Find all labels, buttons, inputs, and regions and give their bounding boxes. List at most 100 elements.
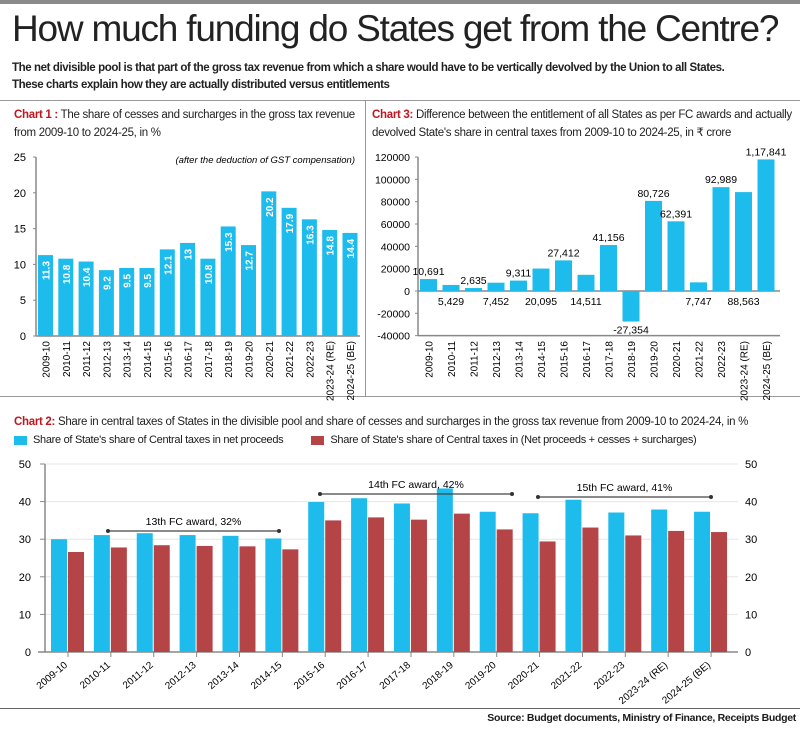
chart2-bar-net-proceeds (651, 509, 668, 652)
chart2-award-bracket-start (536, 495, 540, 499)
chart3-bar (532, 268, 550, 291)
chart2-bar-with-cesses (453, 513, 470, 652)
chart2-bar-with-cesses (410, 519, 427, 652)
chart1-x-tick-label: 2021-22 (285, 341, 296, 378)
chart2-bar-net-proceeds (436, 488, 453, 652)
legend-label-net-proceeds: Share of State's share of Central taxes … (33, 434, 284, 446)
chart3-bar (420, 279, 437, 291)
chart2-bar-with-cesses (282, 549, 299, 652)
chart2-award-bracket-end (510, 492, 514, 496)
chart1-data-label: 9.5 (123, 274, 134, 288)
chart3-data-label: 2,635 (460, 275, 486, 287)
chart2-y-tick-label-left: 30 (19, 534, 31, 546)
chart2-x-tick-label: 2019-20 (463, 660, 499, 692)
chart2-x-tick-label: 2016-17 (335, 660, 371, 692)
chart3-data-label: 1,17,841 (746, 146, 787, 158)
chart1-data-label: 10.8 (204, 264, 215, 284)
chart2-bar-net-proceeds (479, 511, 496, 652)
chart2-award-label: 15th FC award, 41% (577, 482, 673, 494)
chart2-y-tick-label-right: 20 (745, 572, 757, 584)
chart3-y-tick-label: 60000 (381, 219, 410, 231)
chart1-y-tick-label: 5 (20, 295, 26, 307)
chart2-bar-with-cesses (196, 545, 213, 652)
chart1-data-label: 14.8 (326, 236, 337, 256)
chart3-bar (757, 159, 775, 291)
chart2-bar-with-cesses (668, 530, 685, 652)
chart1-bar (200, 258, 216, 336)
chart1-data-label: 12.7 (245, 251, 256, 271)
chart3-data-label: 7,452 (483, 296, 509, 308)
chart3-x-tick-label: 2018-19 (627, 341, 638, 378)
chart3-bar (487, 282, 505, 291)
chart1-bar (180, 242, 196, 336)
chart2-x-tick-label: 2012-13 (163, 660, 199, 692)
chart1-data-label: 12.1 (163, 255, 174, 275)
chart2-x-tick-label: 2015-16 (292, 660, 328, 692)
chart1-x-tick-label: 2010-11 (62, 341, 73, 377)
chart3-x-tick-label: 2016-17 (582, 341, 593, 378)
chart3-data-label: 27,412 (547, 247, 579, 259)
chart2-award-label: 14th FC award, 42% (368, 479, 464, 491)
source-note: Source: Budget documents, Ministry of Fi… (487, 712, 796, 724)
chart3-x-tick-label: 2010-11 (447, 341, 458, 377)
chart3-data-label: 92,989 (705, 174, 737, 186)
chart1-bar (220, 226, 236, 336)
chart2-legend: Share of State's share of Central taxes … (14, 434, 697, 446)
chart3-x-tick-label: 2012-13 (492, 341, 503, 378)
chart2-bar-net-proceeds (522, 513, 539, 652)
chart2-y-tick-label-left: 40 (19, 497, 31, 509)
chart1-data-label: 20.2 (265, 197, 276, 217)
chart2-bar-net-proceeds (608, 512, 625, 652)
legend-label-with-cesses: Share of State's share of Central taxes … (330, 434, 697, 446)
chart1-bar (159, 249, 175, 336)
chart2-x-tick-label: 2018-19 (421, 660, 457, 692)
chart1-annotation: (after the deduction of GST compensation… (175, 155, 355, 166)
chart3-bar (555, 260, 572, 291)
chart1-x-tick-label: 2016-17 (184, 341, 195, 378)
chart3-y-tick-label: 20000 (381, 264, 410, 276)
chart2-y-tick-label-left: 0 (25, 647, 31, 659)
chart1-bar (342, 232, 358, 336)
chart1-x-tick-label: 2017-18 (204, 341, 215, 378)
chart1-x-tick-label: 2013-14 (123, 341, 134, 378)
chart2-bar-net-proceeds (694, 511, 711, 652)
chart3-bar (510, 280, 527, 291)
chart2-bar-with-cesses (582, 527, 599, 652)
chart1-title: The share of cesses and surcharges in th… (14, 109, 355, 139)
chart1-bar (38, 255, 53, 336)
chart2-label: Chart 2: (14, 416, 56, 428)
chart3-data-label: 41,156 (592, 232, 624, 244)
chart1-bar (322, 230, 338, 336)
chart1-x-tick-label: 2022-23 (305, 341, 316, 378)
chart3-bar (690, 282, 707, 291)
chart3-label: Chart 3: (372, 109, 414, 121)
chart2-title: Share in central taxes of States in the … (57, 416, 749, 428)
chart3-bar (600, 245, 617, 291)
chart3-data-label: 14,511 (570, 296, 601, 308)
chart2-y-tick-label-right: 40 (745, 497, 757, 509)
chart3-x-tick-label: 2024-25 (BE) (762, 341, 773, 400)
chart2-y-tick-label-right: 50 (745, 459, 757, 471)
chart3-title: Difference between the entitlement of al… (372, 109, 792, 139)
subtitle-line-1: The net divisible pool is that part of t… (12, 62, 725, 74)
chart3-data-label: 10,691 (412, 266, 444, 278)
chart3-data-label: 9,311 (506, 268, 532, 280)
chart2-bar-with-cesses (496, 529, 513, 652)
chart3-y-tick-label: 100000 (375, 174, 410, 186)
chart2-bar-with-cesses (153, 545, 170, 652)
chart3-bar (667, 221, 685, 291)
chart1-x-tick-label: 2024-25 (BE) (346, 341, 357, 400)
chart3-y-tick-label: 40000 (381, 241, 410, 253)
chart2-x-tick-label: 2017-18 (378, 660, 414, 692)
chart2-bar-net-proceeds (308, 501, 325, 652)
chart2-bar-with-cesses (539, 541, 556, 652)
chart2-y-tick-label-right: 30 (745, 534, 757, 546)
legend-swatch-red (311, 435, 325, 445)
chart2-y-tick-label-left: 20 (19, 572, 31, 584)
chart1-x-tick-label: 2014-15 (143, 341, 154, 378)
chart3-x-tick-label: 2011-12 (470, 341, 481, 377)
chart2-bar-net-proceeds (222, 535, 239, 652)
chart2-bar-with-cesses (68, 551, 84, 652)
divider-vertical (365, 100, 366, 396)
chart1-data-label: 13 (184, 248, 195, 260)
